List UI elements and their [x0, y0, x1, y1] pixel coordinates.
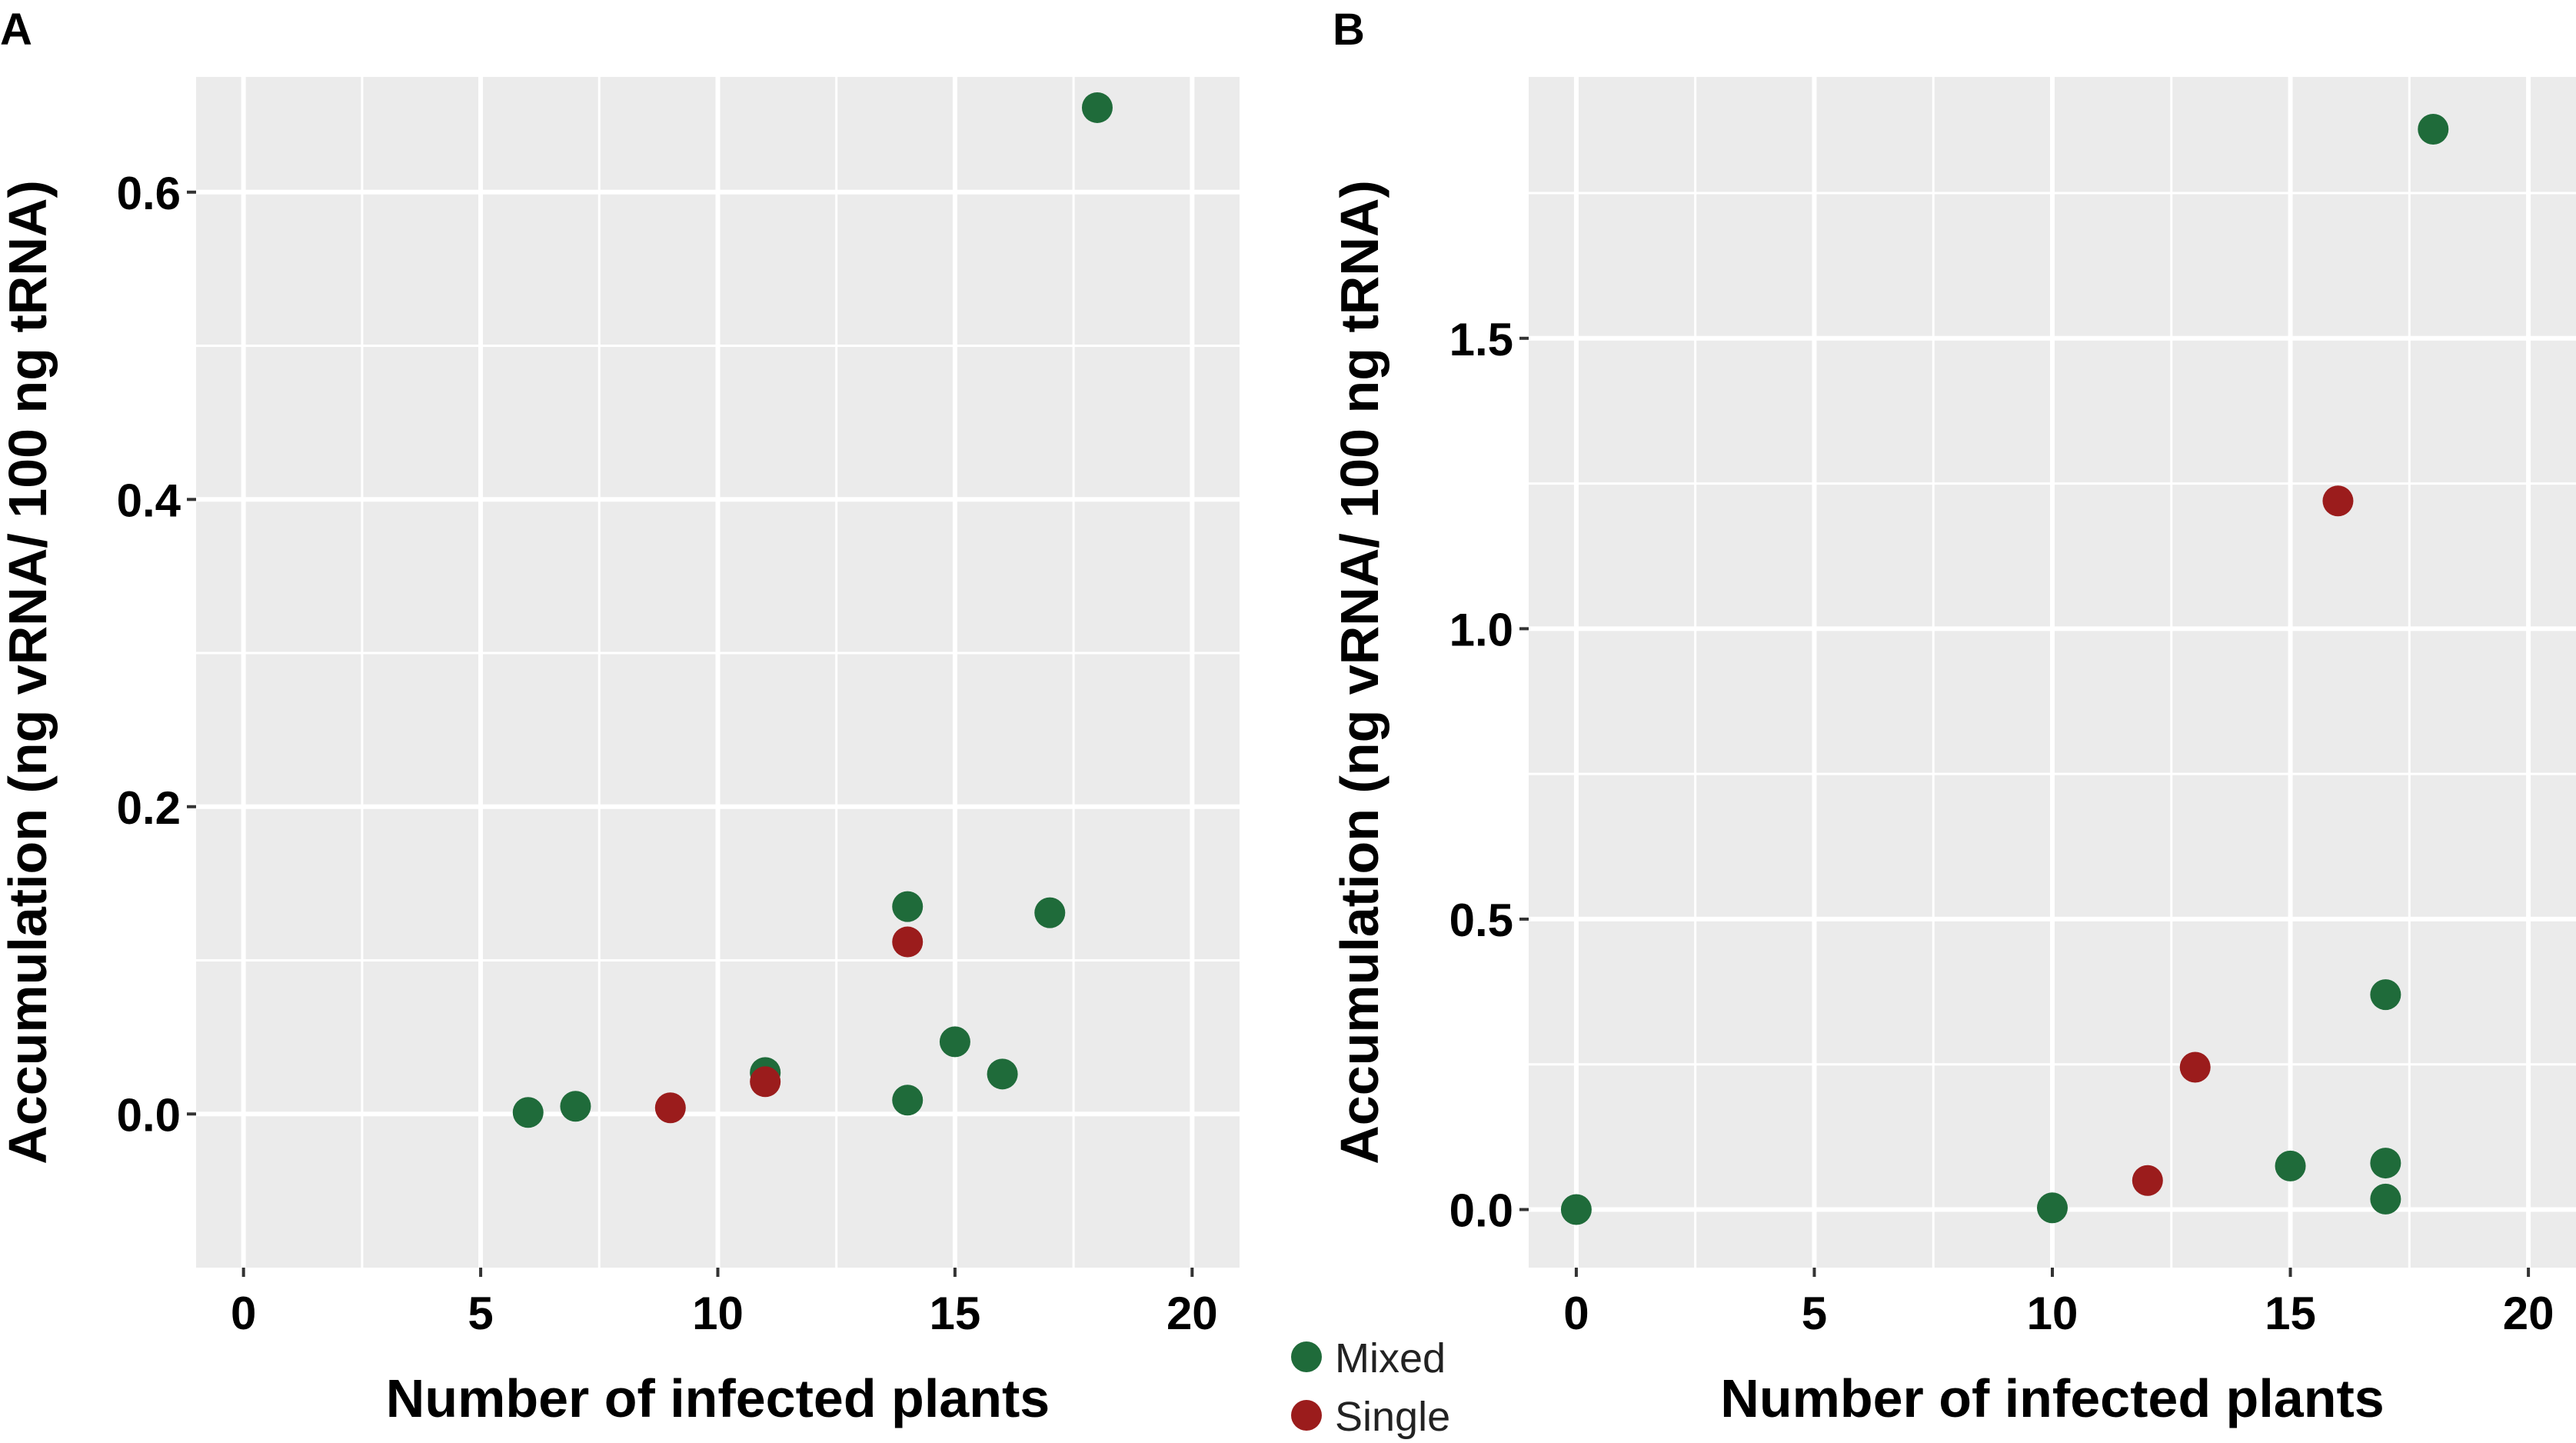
data-point-mixed [512, 1097, 544, 1128]
panel-letter: B [1333, 5, 1365, 55]
y-axis-title: Accumulation (ng vRNA/ 100 ng tRNA) [1330, 180, 1390, 1165]
data-point-single [750, 1066, 781, 1098]
data-point-mixed [2370, 979, 2401, 1011]
x-tick-label: 5 [1802, 1288, 1827, 1339]
data-point-mixed [2037, 1192, 2068, 1224]
x-tick-label: 15 [2265, 1288, 2316, 1339]
x-tick-label: 0 [231, 1288, 256, 1339]
y-tick-label: 0.0 [117, 1089, 181, 1141]
data-point-single [892, 926, 924, 958]
x-tick-label: 15 [930, 1288, 981, 1339]
data-point-mixed [987, 1058, 1018, 1090]
data-point-single [654, 1092, 686, 1124]
data-point-mixed [892, 891, 924, 922]
x-tick-label: 0 [1563, 1288, 1589, 1339]
data-point-mixed [1560, 1194, 1592, 1225]
y-tick-label: 0.0 [1449, 1185, 1513, 1236]
data-point-mixed [2370, 1148, 2401, 1179]
y-tick-label: 0.4 [117, 475, 181, 526]
y-tick-label: 0.6 [117, 168, 181, 219]
legend-key-single [1291, 1400, 1322, 1431]
data-point-single [2179, 1051, 2211, 1083]
legend-label-single: Single [1335, 1394, 1450, 1440]
x-tick-label: 20 [1167, 1288, 1218, 1339]
data-point-single [2322, 485, 2354, 517]
data-point-single [2132, 1165, 2163, 1196]
legend-label-mixed: Mixed [1335, 1335, 1446, 1381]
y-tick-label: 0.2 [117, 782, 181, 834]
x-tick-label: 5 [468, 1288, 493, 1339]
panel-letter: A [0, 5, 32, 55]
data-point-mixed [2275, 1150, 2306, 1181]
y-axis-title: Accumulation (ng vRNA/ 100 ng tRNA) [0, 180, 58, 1165]
data-point-mixed [1034, 897, 1066, 928]
x-axis-title: Number of infected plants [386, 1368, 1050, 1428]
data-point-mixed [892, 1085, 924, 1116]
data-point-mixed [1081, 92, 1113, 123]
x-tick-label: 10 [2027, 1288, 2078, 1339]
y-tick-label: 0.5 [1449, 895, 1513, 946]
x-tick-label: 20 [2503, 1288, 2554, 1339]
x-axis-title: Number of infected plants [1720, 1368, 2384, 1428]
data-point-mixed [2418, 113, 2449, 145]
data-point-mixed [560, 1091, 591, 1122]
data-point-mixed [2370, 1183, 2401, 1215]
y-tick-label: 1.5 [1449, 314, 1513, 365]
legend-key-mixed [1291, 1341, 1322, 1372]
data-point-mixed [939, 1026, 970, 1058]
y-tick-label: 1.0 [1449, 604, 1513, 655]
x-tick-label: 10 [692, 1288, 744, 1339]
